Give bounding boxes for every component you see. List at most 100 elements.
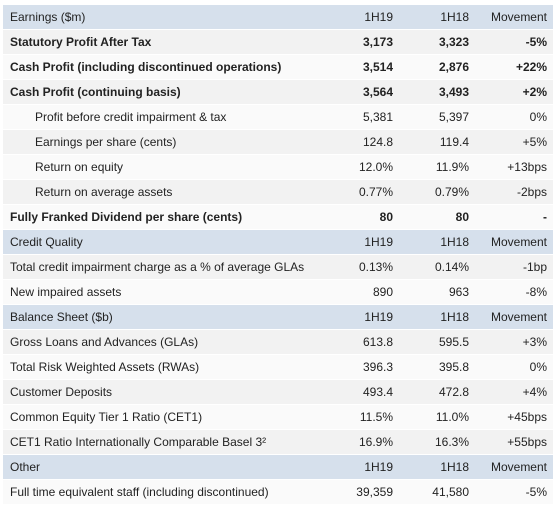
cell-value: 1H19 xyxy=(364,460,393,474)
cell-value: 1H19 xyxy=(364,10,393,24)
section-header: Other 1H19 1H18 Movement xyxy=(3,455,553,480)
table-row: Statutory Profit After Tax 3,173 3,323 -5% xyxy=(3,30,553,55)
table-row: Return on average assets 0.77% 0.79% -2bps xyxy=(3,180,553,205)
cell-value: 5,397 xyxy=(438,110,469,124)
table-row: Full time equivalent staff (including di… xyxy=(3,480,553,505)
cell-value: 11.9% xyxy=(435,160,469,174)
row-label: Credit Quality xyxy=(10,235,83,249)
cell-value: +55bps xyxy=(507,435,547,449)
row-label: Total credit impairment charge as a % of… xyxy=(10,260,305,274)
table-row: Total Risk Weighted Assets (RWAs) 396.3 39… xyxy=(3,355,553,380)
cell-value: Movement xyxy=(490,460,547,474)
row-label: Gross Loans and Advances (GLAs) xyxy=(10,335,199,349)
section-header: Earnings ($m) 1H19 1H18 Movement xyxy=(3,5,553,30)
table-row: Cash Profit (continuing basis) 3,564 3,493… xyxy=(3,80,553,105)
cell-value: -5% xyxy=(525,485,547,499)
cell-value: +22% xyxy=(515,60,547,74)
cell-value: 119.4 xyxy=(439,135,469,149)
cell-value: 41,580 xyxy=(432,485,469,499)
cell-value: Movement xyxy=(490,235,547,249)
cell-value: 613.8 xyxy=(362,335,393,349)
cell-value: 1H19 xyxy=(364,235,393,249)
row-label: CET1 Ratio Internationally Comparable Ba… xyxy=(10,435,267,449)
table-row: Customer Deposits 493.4 472.8 +4% xyxy=(3,380,553,405)
cell-value: 0.79% xyxy=(434,185,469,199)
cell-value: 16.3% xyxy=(434,435,469,449)
table-row: Total credit impairment charge as a % of… xyxy=(3,255,553,280)
row-label: New impaired assets xyxy=(10,285,122,299)
cell-value: 963 xyxy=(448,285,469,299)
cell-value: 1H18 xyxy=(440,10,469,24)
cell-value: 80 xyxy=(455,210,469,224)
cell-value: +45bps xyxy=(507,410,547,424)
cell-value: -5% xyxy=(525,35,547,49)
cell-value: Movement xyxy=(490,10,547,24)
cell-value: 595.5 xyxy=(438,335,469,349)
table-row: Cash Profit (including discontinued oper… xyxy=(3,55,553,80)
cell-value: Movement xyxy=(490,310,547,324)
row-label: Return on average assets xyxy=(35,185,173,199)
row-label: Cash Profit (continuing basis) xyxy=(10,85,181,99)
cell-value: 1H18 xyxy=(440,460,469,474)
row-label: Common Equity Tier 1 Ratio (CET1) xyxy=(10,410,203,424)
cell-value: 472.8 xyxy=(438,385,469,399)
cell-value: 124.8 xyxy=(362,135,393,149)
cell-value: -8% xyxy=(525,285,547,299)
cell-value: +2% xyxy=(522,85,547,99)
section-header: Credit Quality 1H19 1H18 Movement xyxy=(3,230,553,255)
cell-value: +13bps xyxy=(507,160,547,174)
cell-value: 395.8 xyxy=(438,360,469,374)
cell-value: 3,323 xyxy=(438,35,469,49)
cell-value: 16.9% xyxy=(358,435,393,449)
cell-value: -1bp xyxy=(522,260,547,274)
row-label: Other xyxy=(10,460,41,474)
cell-value: 3,493 xyxy=(438,85,469,99)
cell-value: 890 xyxy=(372,285,393,299)
cell-value: +3% xyxy=(522,335,547,349)
cell-value: 0.14% xyxy=(434,260,469,274)
cell-value: 3,564 xyxy=(362,85,393,99)
cell-value: 12.0% xyxy=(358,160,393,174)
cell-value: 2,876 xyxy=(438,60,469,74)
cell-value: 493.4 xyxy=(362,385,393,399)
cell-value: 11.0% xyxy=(435,410,469,424)
row-label: Total Risk Weighted Assets (RWAs) xyxy=(10,360,200,374)
cell-value: 3,173 xyxy=(362,35,393,49)
table-row: Return on equity 12.0% 11.9% +13bps xyxy=(3,155,553,180)
row-label: Balance Sheet ($b) xyxy=(10,310,113,324)
row-label: Earnings ($m) xyxy=(10,10,86,24)
cell-value: 1H18 xyxy=(440,235,469,249)
cell-value: 0.13% xyxy=(358,260,393,274)
table-row: Fully Franked Dividend per share (cents)… xyxy=(3,205,553,230)
cell-value: 1H19 xyxy=(364,310,393,324)
cell-value: - xyxy=(543,210,547,224)
table-row: New impaired assets 890 963 -8% xyxy=(3,280,553,305)
cell-value: 0% xyxy=(529,110,547,124)
cell-value: 11.5% xyxy=(359,410,393,424)
table-row: Profit before credit impairment & tax 5,3… xyxy=(3,105,553,130)
row-label: Customer Deposits xyxy=(10,385,113,399)
table-row: Earnings per share (cents) 124.8 119.4 +5% xyxy=(3,130,553,155)
cell-value: 0% xyxy=(529,360,547,374)
row-label: Statutory Profit After Tax xyxy=(10,35,152,49)
cell-value: 3,514 xyxy=(362,60,393,74)
row-label: Profit before credit impairment & tax xyxy=(35,110,227,124)
row-label: Fully Franked Dividend per share (cents) xyxy=(10,210,243,224)
cell-value: +5% xyxy=(522,135,547,149)
cell-value: 0.77% xyxy=(358,185,393,199)
table-row: Gross Loans and Advances (GLAs) 613.8 595.… xyxy=(3,330,553,355)
row-label: Cash Profit (including discontinued oper… xyxy=(10,60,282,74)
summary-table: Earnings ($m) 1H19 1H18 Movement Statutory P… xyxy=(3,5,553,505)
row-label: Full time equivalent staff (including di… xyxy=(10,485,269,499)
cell-value: 1H18 xyxy=(440,310,469,324)
table-row: CET1 Ratio Internationally Comparable Ba… xyxy=(3,430,553,455)
cell-value: 39,359 xyxy=(356,485,393,499)
table-row: Common Equity Tier 1 Ratio (CET1) 11.5% 11… xyxy=(3,405,553,430)
cell-value: +4% xyxy=(522,385,547,399)
row-label: Return on equity xyxy=(35,160,124,174)
cell-value: 396.3 xyxy=(362,360,393,374)
section-header: Balance Sheet ($b) 1H19 1H18 Movement xyxy=(3,305,553,330)
row-label: Earnings per share (cents) xyxy=(35,135,177,149)
cell-value: 80 xyxy=(379,210,393,224)
